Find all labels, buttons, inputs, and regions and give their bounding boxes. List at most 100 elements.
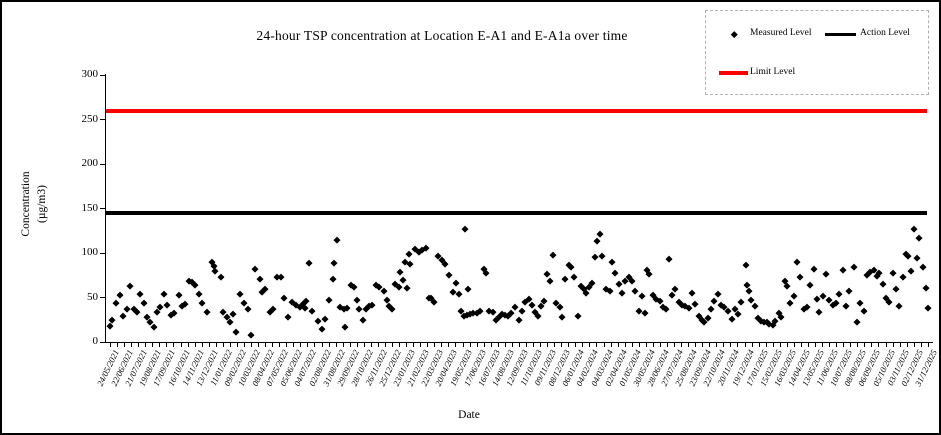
- y-axis-line: [105, 74, 107, 343]
- x-tick-mark: [617, 343, 619, 347]
- x-tick-mark: [850, 343, 852, 347]
- data-point: [631, 287, 639, 295]
- data-point: [217, 273, 225, 281]
- x-tick-mark: [582, 343, 584, 347]
- data-point: [305, 259, 313, 267]
- data-point: [777, 313, 785, 321]
- data-point: [108, 316, 116, 324]
- data-point: [359, 316, 367, 324]
- x-tick-mark: [483, 343, 485, 347]
- x-tick-mark: [462, 343, 464, 347]
- data-point: [892, 285, 900, 292]
- x-tick-mark: [455, 343, 457, 347]
- x-tick-mark: [878, 343, 880, 347]
- x-tick-mark: [765, 343, 767, 347]
- x-tick-mark: [448, 343, 450, 347]
- x-tick-mark: [815, 343, 816, 347]
- x-tick-mark: [469, 343, 471, 347]
- x-tick-mark: [392, 343, 393, 347]
- data-point: [396, 268, 404, 276]
- x-tick-mark: [208, 343, 210, 347]
- data-point: [742, 261, 750, 268]
- data-point: [244, 305, 252, 313]
- data-point: [395, 283, 403, 291]
- x-tick-mark: [779, 343, 781, 347]
- x-tick-mark: [624, 343, 626, 347]
- data-point: [549, 251, 557, 259]
- data-point: [406, 260, 414, 268]
- data-point: [546, 278, 554, 285]
- x-tick-mark: [822, 343, 824, 347]
- x-tick-mark: [236, 343, 238, 347]
- data-point: [591, 253, 599, 260]
- x-tick-mark: [215, 343, 217, 347]
- measured-level-marker-icon: [731, 31, 738, 38]
- data-point: [534, 312, 542, 320]
- x-tick-mark: [892, 343, 894, 347]
- x-tick-mark: [786, 343, 788, 347]
- y-tick-label: 150: [81, 201, 99, 214]
- y-tick-label: 300: [81, 68, 99, 80]
- x-tick-mark: [124, 343, 126, 347]
- data-point: [924, 304, 932, 312]
- data-point: [879, 280, 887, 288]
- x-tick-mark: [272, 343, 274, 347]
- data-point: [482, 269, 490, 276]
- data-point: [822, 270, 830, 278]
- data-point: [284, 313, 292, 321]
- data-point: [922, 284, 930, 292]
- x-tick-mark: [370, 343, 372, 347]
- x-tick-mark: [681, 343, 683, 347]
- x-tick-mark: [159, 343, 161, 347]
- x-tick-mark: [413, 343, 415, 347]
- data-point: [380, 287, 388, 295]
- x-tick-mark: [561, 343, 563, 347]
- data-point: [353, 296, 361, 304]
- data-point: [737, 298, 745, 306]
- data-point: [277, 273, 285, 281]
- data-point: [325, 296, 333, 304]
- y-tick-mark: [100, 119, 105, 120]
- x-tick-mark: [279, 343, 281, 347]
- y-tick-label: 200: [81, 157, 99, 169]
- x-axis-title: Date: [458, 409, 480, 421]
- x-tick-mark: [864, 343, 866, 347]
- x-tick-mark: [709, 343, 711, 347]
- data-point: [441, 260, 449, 268]
- data-point: [899, 273, 907, 281]
- data-point: [136, 290, 144, 298]
- x-tick-mark: [645, 343, 647, 347]
- data-point: [915, 234, 923, 242]
- data-point: [885, 298, 893, 306]
- x-tick-mark: [807, 343, 809, 347]
- data-point: [333, 236, 341, 244]
- y-tick-mark: [100, 297, 105, 298]
- y-axis-title: Concentration (µg/m3): [18, 124, 52, 284]
- data-point: [399, 276, 407, 284]
- x-tick-mark: [265, 343, 267, 347]
- data-point: [751, 302, 759, 309]
- legend-action-label: Action Level: [860, 28, 910, 38]
- x-tick-mark: [525, 343, 527, 347]
- data-point: [175, 291, 183, 299]
- data-point: [126, 282, 134, 290]
- x-tick-mark: [511, 343, 513, 347]
- data-point: [556, 303, 564, 311]
- legend-measured-label: Measured Level: [750, 28, 812, 38]
- data-point: [308, 307, 316, 315]
- x-tick-mark: [885, 343, 887, 347]
- x-tick-mark: [836, 343, 838, 347]
- x-tick-mark: [603, 343, 605, 347]
- x-tick-mark: [349, 343, 351, 347]
- data-point: [889, 270, 897, 277]
- legend-limit-label: Limit Level: [750, 67, 796, 77]
- data-point: [191, 281, 199, 289]
- x-tick-mark: [829, 343, 831, 347]
- x-tick-mark: [843, 343, 845, 347]
- data-point: [608, 258, 616, 266]
- data-point: [806, 281, 814, 289]
- data-point: [561, 275, 569, 283]
- data-point: [796, 273, 804, 281]
- data-point: [321, 315, 329, 323]
- data-point: [236, 290, 244, 298]
